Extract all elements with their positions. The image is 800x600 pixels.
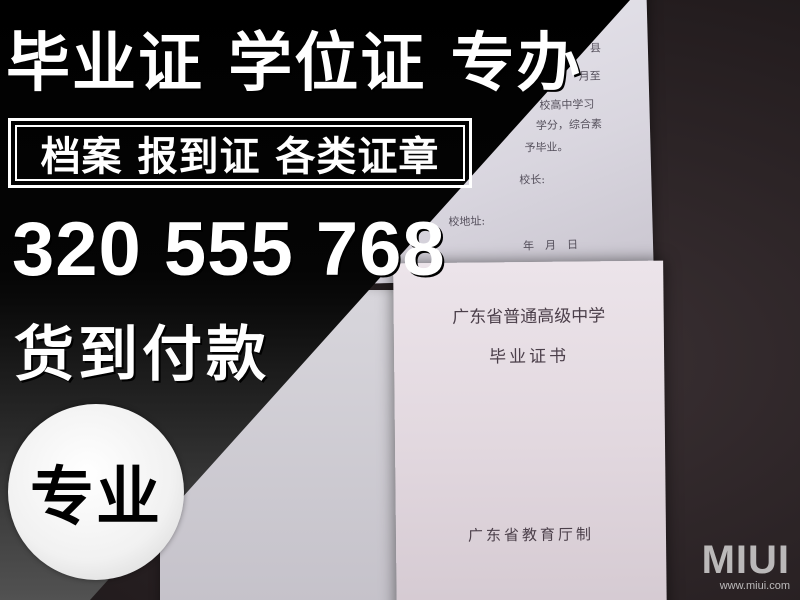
phone-number: 320 555 768: [12, 207, 446, 292]
payment-text: 货到付款: [14, 320, 270, 390]
certificate-footer: 广东省教育厅制: [467, 525, 595, 545]
watermark-brand: MIUI: [701, 538, 790, 582]
document-line: 校地址:: [448, 214, 486, 229]
document-line: 学分，综合素: [535, 117, 603, 133]
document-line: 予毕业。: [524, 140, 569, 155]
document-line: 校长:: [519, 172, 546, 187]
certificate-issuer-title: 广东省普通高级中学: [452, 306, 606, 328]
document-line: 年 月 日: [522, 238, 579, 253]
badge-text: 专业: [30, 461, 162, 535]
certificate-title: 毕业证书: [489, 346, 570, 368]
subline-box: 档案 报到证 各类证章: [8, 118, 472, 188]
headline-text: 毕业证 学位证 专办: [6, 27, 583, 101]
badge-circle: 专业: [8, 404, 184, 580]
subline-text: 档案 报到证 各类证章: [15, 125, 465, 181]
watermark: MIUI www.miui.com: [702, 540, 790, 592]
certificate-cover: 广东省普通高级中学 毕业证书 广东省教育厅制: [393, 260, 667, 600]
watermark-url: www.miui.com: [719, 580, 790, 592]
